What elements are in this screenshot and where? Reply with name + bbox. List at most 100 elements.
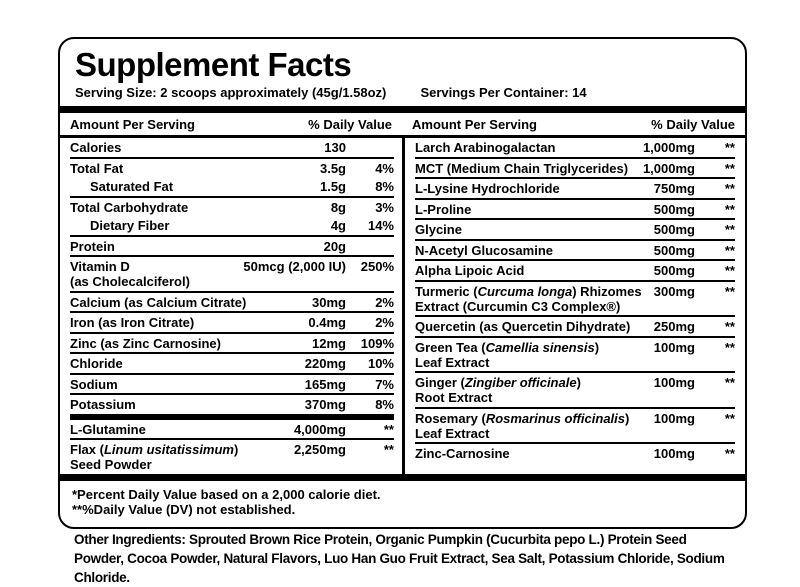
nutrient-daily-value: 250% bbox=[360, 259, 394, 274]
nutrient-name: Iron (as Iron Citrate) bbox=[70, 315, 308, 330]
nutrient-name-text: Iron (as Iron Citrate) bbox=[70, 315, 195, 330]
nutrient-amount: 1.5g bbox=[319, 179, 346, 194]
nutrient-daily-value: ** bbox=[724, 446, 735, 461]
nutrient-name-text: Glycine bbox=[415, 222, 462, 237]
nutrient-row-right-2: L-Lysine Hydrochloride 750mg ** bbox=[415, 179, 735, 200]
nutrient-name: Calcium (as Calcium Citrate) bbox=[70, 295, 312, 310]
nutrient-name: Chloride bbox=[70, 356, 305, 371]
nutrient-row-right-4: Glycine 500mg ** bbox=[415, 220, 735, 241]
nutrient-daily-value: ** bbox=[724, 181, 735, 196]
nutrient-row-right-10: Ginger (Zingiber officinale) Root Extract… bbox=[415, 373, 735, 409]
nutrient-row-right-11: Rosemary (Rosmarinus officinalis) Leaf Ex… bbox=[415, 409, 735, 444]
nutrient-row-left-1: Total Fat 3.5g 4% bbox=[70, 159, 394, 178]
nutrient-name: L-Proline bbox=[415, 202, 654, 217]
nutrient-daily-value: ** bbox=[724, 160, 735, 176]
nutrient-amount: 500mg bbox=[653, 201, 695, 217]
nutrient-daily-value: ** bbox=[724, 375, 735, 390]
nutrient-name: Sodium bbox=[70, 377, 305, 392]
nutrient-name: Flax (Linum usitatissimum) Seed Powder bbox=[70, 442, 294, 472]
nutrient-row-right-7: Turmeric (Curcuma longa) Rhizomes Extract… bbox=[415, 282, 735, 317]
nutrient-name-text: Dietary Fiber bbox=[90, 218, 170, 233]
daily-value-header: % Daily Value bbox=[651, 117, 735, 132]
nutrient-amount: 500mg bbox=[653, 242, 695, 258]
nutrition-column-right: Larch Arabinogalactan 1,000mg ** MCT (Mediu… bbox=[405, 138, 745, 474]
nutrient-daily-value: ** bbox=[724, 339, 735, 355]
servings-per-container-text: Servings Per Container: 14 bbox=[420, 85, 587, 100]
nutrient-row-left-8: Iron (as Iron Citrate) 0.4mg 2% bbox=[70, 313, 394, 334]
nutrient-name-text: Zinc-Carnosine bbox=[415, 446, 510, 461]
nutrient-amount: 370mg bbox=[304, 397, 346, 412]
nutrient-daily-value: 2% bbox=[375, 315, 394, 330]
nutrient-name: Zinc (as Zinc Carnosine) bbox=[70, 336, 312, 351]
nutrient-name-botanical: Curcuma longa bbox=[477, 283, 573, 299]
column-header-left: Amount Per Serving % Daily Value bbox=[60, 113, 402, 135]
nutrient-name-text: MCT (Medium Chain Triglycerides) bbox=[415, 160, 629, 176]
bottom-separator-bar bbox=[60, 473, 745, 481]
nutrient-row-right-9: Green Tea (Camellia sinensis) Leaf Extrac… bbox=[415, 338, 735, 373]
nutrient-amount: 100mg bbox=[653, 410, 695, 426]
nutrient-name: Quercetin (as Quercetin Dihydrate) bbox=[415, 319, 654, 334]
nutrient-row-left-12: Potassium 370mg 8% bbox=[70, 395, 394, 420]
nutrient-name-text: Potassium bbox=[70, 397, 136, 412]
nutrient-row-left-14: Flax (Linum usitatissimum) Seed Powder 2,2… bbox=[70, 440, 394, 474]
nutrient-name-text: Calories bbox=[70, 140, 122, 155]
footnotes: *Percent Daily Value based on a 2,000 ca… bbox=[60, 481, 745, 527]
column-headers: Amount Per Serving % Daily Value Amount … bbox=[60, 113, 745, 138]
nutrient-amount: 30mg bbox=[312, 294, 346, 310]
column-header-right: Amount Per Serving % Daily Value bbox=[402, 113, 745, 135]
other-ingredients-text: Other Ingredients: Sprouted Brown Rice P… bbox=[74, 532, 725, 585]
nutrient-daily-value: ** bbox=[724, 222, 735, 237]
amount-per-serving-header: Amount Per Serving bbox=[70, 117, 195, 132]
nutrient-name: Turmeric (Curcuma longa) Rhizomes Extract… bbox=[415, 284, 654, 314]
nutrient-row-left-11: Sodium 165mg 7% bbox=[70, 375, 394, 395]
panel-header: Supplement Facts Serving Size: 2 scoops … bbox=[60, 45, 745, 106]
nutrient-name-text: Flax ( bbox=[70, 442, 104, 457]
nutrient-amount: 4,000mg bbox=[293, 421, 346, 437]
nutrient-name-text: L-Glutamine bbox=[70, 421, 146, 437]
nutrient-row-right-6: Alpha Lipoic Acid 500mg ** bbox=[415, 261, 735, 282]
nutrient-name: L-Lysine Hydrochloride bbox=[415, 181, 654, 196]
nutrient-row-left-4: Dietary Fiber 4g 14% bbox=[70, 216, 394, 237]
nutrient-daily-value: ** bbox=[724, 319, 735, 334]
nutrient-name-text: Quercetin (as Quercetin Dihydrate) bbox=[415, 319, 631, 334]
nutrient-row-left-10: Chloride 220mg 10% bbox=[70, 354, 394, 375]
nutrient-daily-value: 3% bbox=[375, 199, 394, 215]
nutrient-amount: 4g bbox=[330, 218, 346, 233]
nutrient-name-text: ) bbox=[234, 442, 239, 457]
nutrient-daily-value: ** bbox=[724, 140, 735, 155]
nutrient-row-left-13: L-Glutamine 4,000mg ** bbox=[70, 420, 394, 440]
nutrient-amount: 8g bbox=[330, 199, 346, 215]
nutrient-name-text: Root Extract bbox=[415, 390, 493, 405]
nutrient-amount: 1,000mg bbox=[642, 160, 695, 176]
nutrient-daily-value: 7% bbox=[375, 376, 394, 392]
serving-size-text: Serving Size: 2 scoops approximately (45… bbox=[75, 85, 387, 100]
nutrient-name-text: Extract (Curcumin C3 Complex®) bbox=[415, 298, 621, 314]
nutrient-name-text: ) bbox=[625, 410, 630, 426]
nutrient-amount: 750mg bbox=[653, 181, 695, 196]
nutrient-name-text: Zinc (as Zinc Carnosine) bbox=[70, 335, 221, 351]
nutrient-row-right-8: Quercetin (as Quercetin Dihydrate) 250mg *… bbox=[415, 317, 735, 338]
nutrient-daily-value: ** bbox=[724, 283, 735, 299]
nutrient-amount: 220mg bbox=[304, 356, 346, 371]
serving-info-row: Serving Size: 2 scoops approximately (45… bbox=[75, 85, 733, 106]
nutrient-name-botanical: Rosmarinus officinalis bbox=[485, 410, 625, 426]
nutrient-name: MCT (Medium Chain Triglycerides) bbox=[415, 161, 643, 176]
nutrient-row-right-0: Larch Arabinogalactan 1,000mg ** bbox=[415, 138, 735, 159]
nutrient-row-left-5: Protein 20g bbox=[70, 237, 394, 257]
nutrient-name-text: Rosemary ( bbox=[415, 410, 486, 426]
nutrient-amount: 12mg bbox=[312, 335, 346, 351]
nutrient-name-text: Alpha Lipoic Acid bbox=[415, 263, 525, 278]
nutrient-amount: 100mg bbox=[653, 446, 695, 461]
nutrient-amount: 3.5g bbox=[319, 160, 346, 176]
nutrient-name-text: Sodium bbox=[70, 376, 118, 392]
nutrient-name-text: Larch Arabinogalactan bbox=[415, 140, 556, 155]
nutrient-amount: 500mg bbox=[653, 222, 695, 237]
nutrient-name: Calories bbox=[70, 140, 324, 155]
nutrient-row-right-5: N-Acetyl Glucosamine 500mg ** bbox=[415, 241, 735, 261]
column-divider bbox=[402, 138, 405, 474]
nutrient-amount: 500mg bbox=[653, 263, 695, 278]
nutrient-amount: 2,250mg bbox=[293, 442, 346, 457]
nutrient-name-text: ) Rhizomes bbox=[572, 283, 642, 299]
nutrient-name-text: (as Cholecalciferol) bbox=[70, 274, 190, 289]
